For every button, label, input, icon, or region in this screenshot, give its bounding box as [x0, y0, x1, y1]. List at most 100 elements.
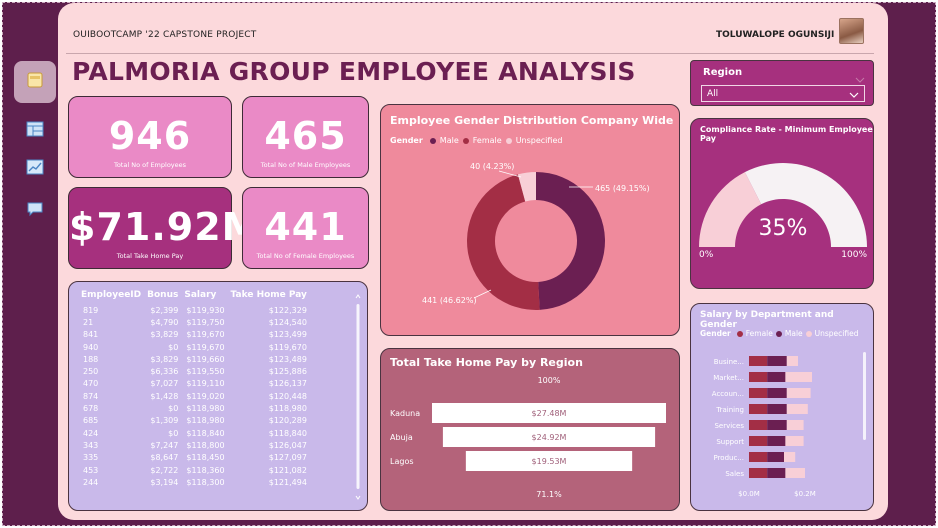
- department-bar-female[interactable]: [749, 356, 768, 366]
- department-bar-unspecified[interactable]: [786, 404, 808, 414]
- table-row[interactable]: 841 $3,829 $119,670 $123,499: [79, 329, 311, 341]
- department-bar-unspecified[interactable]: [785, 436, 804, 446]
- table-row[interactable]: 678 $0 $118,980 $118,980: [79, 402, 311, 414]
- nav-table[interactable]: [14, 110, 56, 152]
- table-cell: $119,660: [186, 354, 225, 364]
- table-row[interactable]: 21 $4,790 $119,750 $124,540: [79, 316, 311, 328]
- department-bar-male[interactable]: [767, 372, 786, 382]
- gauge-value-label: 35%: [759, 216, 808, 241]
- department-category-label: Accoun...: [712, 390, 744, 398]
- donut-data-label: 465 (49.15%): [595, 184, 650, 193]
- department-bar-male[interactable]: [767, 452, 784, 462]
- table-cell: 678: [83, 404, 99, 414]
- kpi-label: Total Take Home Pay: [116, 252, 184, 260]
- column-header[interactable]: Salary: [184, 290, 217, 300]
- region-bar-abuja[interactable]: [442, 427, 656, 447]
- department-bar-female[interactable]: [749, 372, 768, 382]
- donut-slice-male[interactable]: [536, 172, 606, 310]
- legend-unspecified: Unspecified: [814, 329, 859, 338]
- region-bar-lagos[interactable]: [465, 451, 633, 471]
- department-bar-female[interactable]: [749, 388, 768, 398]
- region-bar-chart: 100% $27.48M Kaduna $24.92M Abuja $19.53M Lago…: [390, 376, 666, 499]
- department-bar-male[interactable]: [767, 436, 786, 446]
- table-row[interactable]: 874 $1,428 $119,020 $120,448: [79, 390, 311, 402]
- nav-chat[interactable]: [14, 190, 56, 232]
- table-row[interactable]: 250 $6,336 $119,550 $125,886: [79, 365, 311, 377]
- department-bar-male[interactable]: [767, 388, 787, 398]
- column-header[interactable]: Take Home Pay: [230, 290, 307, 300]
- department-bar-unspecified[interactable]: [786, 388, 811, 398]
- table-row[interactable]: 940 $0 $119,670 $119,670: [79, 341, 311, 353]
- department-bar-female[interactable]: [749, 420, 768, 430]
- column-header[interactable]: Bonus: [147, 290, 179, 300]
- table-cell: $0: [168, 404, 179, 414]
- region-category-label: Lagos: [390, 457, 414, 466]
- donut-slice-female[interactable]: [466, 174, 540, 310]
- table-icon: [26, 121, 44, 141]
- department-bar-unspecified[interactable]: [785, 468, 805, 478]
- department-bar-unspecified[interactable]: [786, 356, 798, 366]
- header-divider: [66, 53, 874, 54]
- region-select[interactable]: All: [701, 85, 865, 102]
- table-row[interactable]: 470 $7,027 $119,110 $126,137: [79, 378, 311, 390]
- table-row[interactable]: 335 $8,647 $118,450 $127,097: [79, 452, 311, 464]
- department-bar-unspecified[interactable]: [786, 420, 804, 430]
- table-cell: $118,300: [186, 477, 225, 487]
- table-row[interactable]: 685 $1,309 $118,980 $120,289: [79, 415, 311, 427]
- table-row[interactable]: 453 $2,722 $118,360 $121,082: [79, 464, 311, 476]
- gender-chart-title: Employee Gender Distribution Company Wid…: [390, 114, 674, 127]
- table-cell: 841: [83, 330, 99, 340]
- gauge-title: Compliance Rate - Minimum Employee Pay: [700, 125, 873, 143]
- table-row[interactable]: 424 $0 $118,840 $118,840: [79, 427, 311, 439]
- column-header[interactable]: EmployeeID: [81, 290, 142, 300]
- donut-slice-unspecified[interactable]: [517, 172, 536, 202]
- department-bar-male[interactable]: [767, 356, 787, 366]
- table-row[interactable]: 343 $7,247 $118,800 $126,047: [79, 439, 311, 451]
- nav-home[interactable]: [14, 61, 56, 103]
- department-legend: Gender Female Male Unspecified: [700, 329, 858, 338]
- department-category-label: Sales: [725, 470, 744, 478]
- table-cell: $118,980: [186, 404, 225, 414]
- donut-data-label: 40 (4.23%): [470, 162, 514, 171]
- table-scrollbar[interactable]: [355, 292, 361, 502]
- chevron-down-icon[interactable]: [855, 68, 865, 87]
- region-bar-value: $19.53M: [532, 457, 567, 466]
- table-cell: $119,750: [186, 317, 225, 327]
- department-category-label: Produc...: [713, 454, 744, 462]
- region-selected-value: All: [707, 89, 719, 99]
- region-bar-kaduna[interactable]: [432, 403, 666, 423]
- department-bar-female[interactable]: [749, 436, 768, 446]
- table-cell: $118,840: [186, 428, 225, 438]
- table-cell: $119,670: [268, 342, 307, 352]
- legend-female-dot: [736, 330, 743, 337]
- chart-icon: [26, 159, 44, 179]
- table-row[interactable]: 819 $2,399 $119,930 $122,329: [79, 304, 311, 316]
- compliance-gauge-panel: Compliance Rate - Minimum Employee Pay 3…: [690, 118, 874, 289]
- table-cell: $2,399: [150, 305, 179, 315]
- nav-chart[interactable]: [14, 148, 56, 190]
- table-cell: $126,137: [268, 379, 307, 389]
- department-bar-female[interactable]: [749, 404, 768, 414]
- gender-distribution-panel: Employee Gender Distribution Company Wid…: [380, 104, 680, 336]
- table-cell: $1,309: [150, 416, 179, 426]
- table-cell: $119,930: [186, 305, 225, 315]
- table-cell: $121,494: [268, 477, 307, 487]
- table-row[interactable]: 244 $3,194 $118,300 $121,494: [79, 476, 311, 488]
- table-cell: 453: [83, 465, 99, 475]
- table-cell: $120,448: [268, 391, 307, 401]
- table-row[interactable]: 188 $3,829 $119,660 $123,489: [79, 353, 311, 365]
- table-cell: 343: [83, 440, 99, 450]
- compliance-gauge: 35% 0% 100%: [699, 163, 867, 260]
- department-category-label: Services: [714, 422, 744, 430]
- department-bar-female[interactable]: [749, 452, 768, 462]
- department-bar-unspecified[interactable]: [784, 452, 796, 462]
- department-bar-male[interactable]: [767, 468, 786, 478]
- department-bar-female[interactable]: [749, 468, 768, 478]
- table-cell: $118,450: [186, 453, 225, 463]
- department-bar-unspecified[interactable]: [785, 372, 812, 382]
- department-scrollbar[interactable]: [863, 352, 866, 440]
- table-cell: $6,336: [150, 367, 179, 377]
- department-bar-male[interactable]: [767, 404, 787, 414]
- table-cell: 244: [83, 477, 99, 487]
- department-bar-male[interactable]: [767, 420, 787, 430]
